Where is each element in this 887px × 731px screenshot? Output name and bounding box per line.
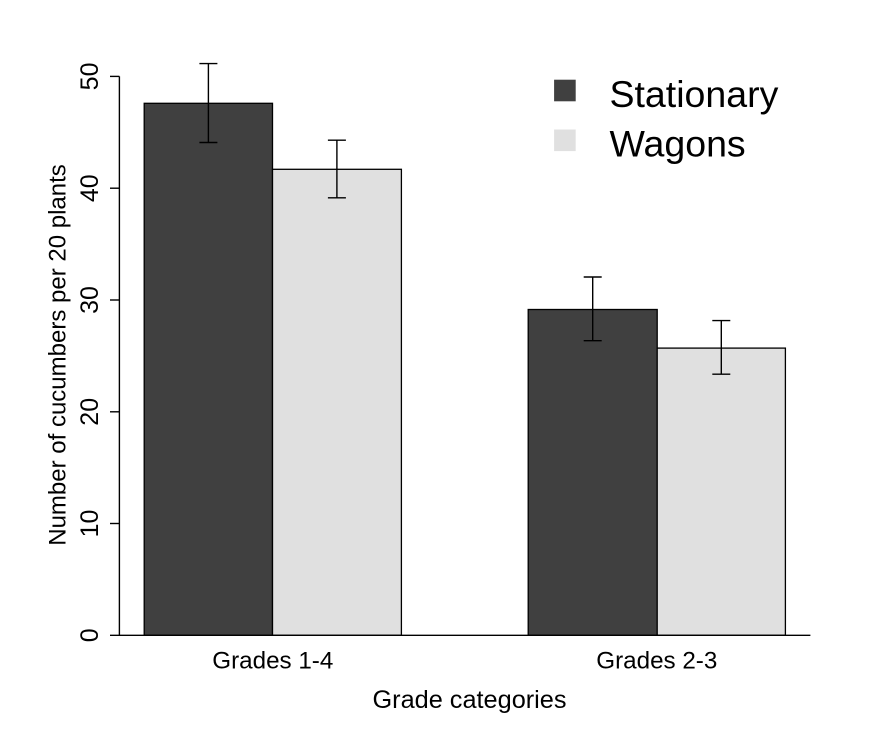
svg-text:Wagons: Wagons bbox=[610, 123, 746, 165]
svg-text:Grades 1-4: Grades 1-4 bbox=[212, 648, 333, 675]
svg-text:Grades 2-3: Grades 2-3 bbox=[596, 648, 717, 675]
svg-text:10: 10 bbox=[76, 510, 104, 538]
svg-text:Number of cucumbers per 20 pla: Number of cucumbers per 20 plants bbox=[45, 164, 72, 546]
svg-text:40: 40 bbox=[76, 174, 104, 202]
svg-text:Grade categories: Grade categories bbox=[372, 686, 566, 714]
svg-text:Stationary: Stationary bbox=[610, 73, 779, 115]
svg-text:50: 50 bbox=[76, 62, 104, 90]
svg-text:0: 0 bbox=[76, 628, 104, 642]
svg-text:20: 20 bbox=[76, 398, 104, 426]
svg-text:30: 30 bbox=[76, 286, 104, 314]
